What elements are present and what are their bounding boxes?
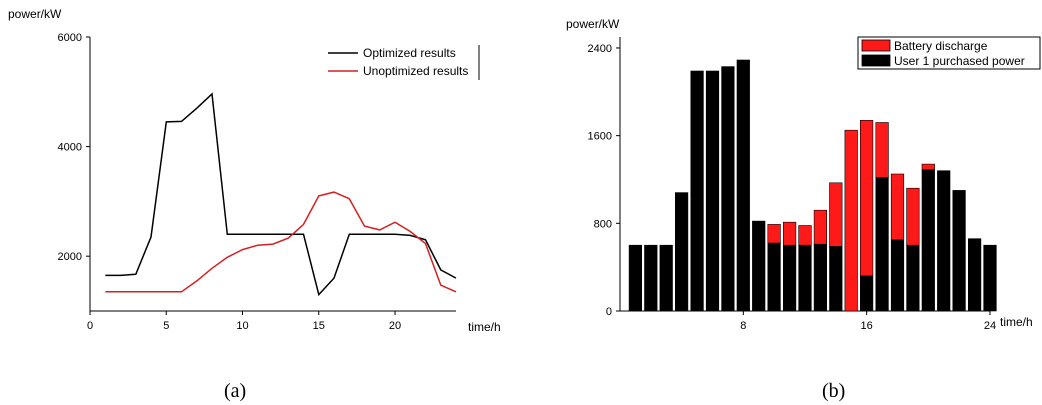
chart-b-x-label: time/h (1000, 315, 1033, 329)
chart-b-y-tick-label: 0 (606, 306, 612, 318)
chart-a-x-tick-label: 10 (236, 320, 248, 332)
chart-b-x-tick-label: 8 (740, 320, 746, 332)
bar-purchased-power (721, 66, 735, 312)
legend-purchased-swatch (861, 54, 891, 67)
chart-b-y-label: power/kW (566, 17, 620, 31)
bar-battery-discharge (890, 173, 905, 241)
chart-b-y-tick-label: 1600 (588, 131, 612, 143)
bar-purchased-power (813, 243, 827, 312)
chart-a-caption: (a) (224, 380, 246, 402)
chart-a-y-tick-label: 4000 (58, 142, 82, 154)
chart-b-x-ticks: 8 16 24 (740, 311, 996, 332)
chart-b-bar: power/kW time/h 0 800 1600 2400 8 16 24 Batte… (566, 17, 1041, 402)
chart-a-plot-area (90, 37, 456, 311)
bar-purchased-power (752, 220, 766, 312)
chart-b-x-tick-label: 16 (861, 320, 873, 332)
bar-purchased-power (659, 244, 673, 312)
chart-a-y-tick-label: 2000 (58, 251, 82, 263)
bar-purchased-power (875, 177, 889, 312)
chart-a-x-tick-label: 20 (389, 320, 401, 332)
bar-battery-discharge (844, 129, 858, 312)
chart-a-lines (105, 92, 457, 297)
bar-purchased-power (967, 238, 982, 312)
bar-purchased-power (952, 190, 966, 312)
bar-purchased-power (644, 244, 658, 312)
bar-purchased-power (736, 59, 750, 312)
bar-purchased-power (890, 239, 905, 312)
series-unoptimized-line (105, 191, 457, 293)
bar-purchased-power (705, 70, 720, 312)
chart-a-x-ticks: 0 5 10 15 20 (87, 311, 401, 332)
bar-battery-discharge (829, 182, 843, 247)
chart-a-x-tick-label: 0 (87, 320, 93, 332)
legend-battery-label: Battery discharge (894, 39, 988, 53)
bar-battery-discharge (813, 209, 827, 245)
chart-a-line: power/kW time/h 2000 4000 6000 0 5 10 15 20 Op… (8, 7, 501, 402)
bar-purchased-power (859, 275, 874, 312)
bar-battery-discharge (798, 225, 812, 246)
bar-battery-discharge (859, 120, 874, 277)
chart-a-y-label: power/kW (8, 7, 62, 21)
chart-a-y-tick-label: 6000 (58, 32, 82, 44)
bar-battery-discharge (906, 187, 920, 246)
legend-optimized-label: Optimized results (363, 46, 456, 60)
chart-b-y-ticks: 0 800 1600 2400 (588, 43, 620, 318)
chart-a-legend: Optimized results Unoptimized results (328, 45, 480, 80)
chart-a-x-label: time/h (468, 320, 501, 334)
chart-b-bars (628, 59, 997, 312)
bar-battery-discharge (782, 221, 797, 246)
bar-purchased-power (767, 242, 781, 312)
bar-purchased-power (829, 246, 843, 312)
chart-a-x-tick-label: 15 (313, 320, 325, 332)
legend-unoptimized-label: Unoptimized results (363, 64, 468, 78)
bar-purchased-power (782, 244, 797, 312)
series-optimized-line (105, 92, 457, 297)
chart-b-legend: Battery discharge User 1 purchased power (857, 36, 1041, 70)
chart-a-x-tick-label: 5 (163, 320, 169, 332)
legend-battery-swatch (861, 39, 891, 52)
bar-purchased-power (983, 244, 997, 312)
bar-purchased-power (690, 70, 704, 312)
chart-b-y-tick-label: 800 (594, 218, 612, 230)
bar-purchased-power (798, 244, 812, 312)
chart-b-y-tick-label: 2400 (588, 43, 612, 55)
chart-b-x-tick-label: 24 (984, 320, 996, 332)
bar-battery-discharge (875, 122, 889, 178)
bar-battery-discharge (921, 163, 935, 170)
bar-purchased-power (628, 244, 642, 312)
bar-purchased-power (937, 170, 951, 312)
bar-purchased-power (906, 244, 920, 312)
legend-purchased-label: User 1 purchased power (894, 54, 1025, 68)
bar-purchased-power (674, 192, 689, 312)
chart-a-y-ticks: 2000 4000 6000 (58, 32, 90, 263)
chart-b-caption: (b) (822, 380, 845, 402)
bar-purchased-power (921, 169, 935, 312)
bar-battery-discharge (767, 224, 781, 244)
